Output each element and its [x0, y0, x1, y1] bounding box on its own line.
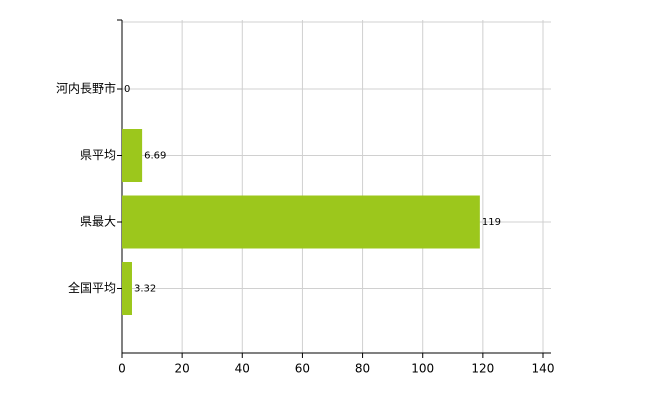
x-tick-label: 140 [532, 362, 555, 376]
x-tick-label: 40 [235, 362, 250, 376]
data-label: 3.32 [134, 284, 156, 295]
y-tick-label: 全国平均 [68, 280, 116, 295]
y-tick-label: 県最大 [80, 215, 116, 229]
bar [122, 262, 132, 315]
x-tick-label: 100 [411, 362, 434, 376]
x-tick-label: 60 [295, 362, 310, 376]
bar [122, 195, 480, 249]
y-tick-label: 河内長野市 [56, 81, 116, 96]
y-tick-label: 県平均 [80, 148, 116, 162]
x-tick-label: 80 [355, 362, 370, 376]
x-tick-label: 0 [118, 362, 126, 376]
bar [122, 129, 143, 182]
data-label: 6.69 [144, 151, 166, 162]
data-label: 119 [482, 217, 501, 228]
data-label: 0 [124, 84, 130, 95]
x-tick-label: 20 [175, 362, 190, 376]
x-tick-label: 120 [471, 362, 494, 376]
